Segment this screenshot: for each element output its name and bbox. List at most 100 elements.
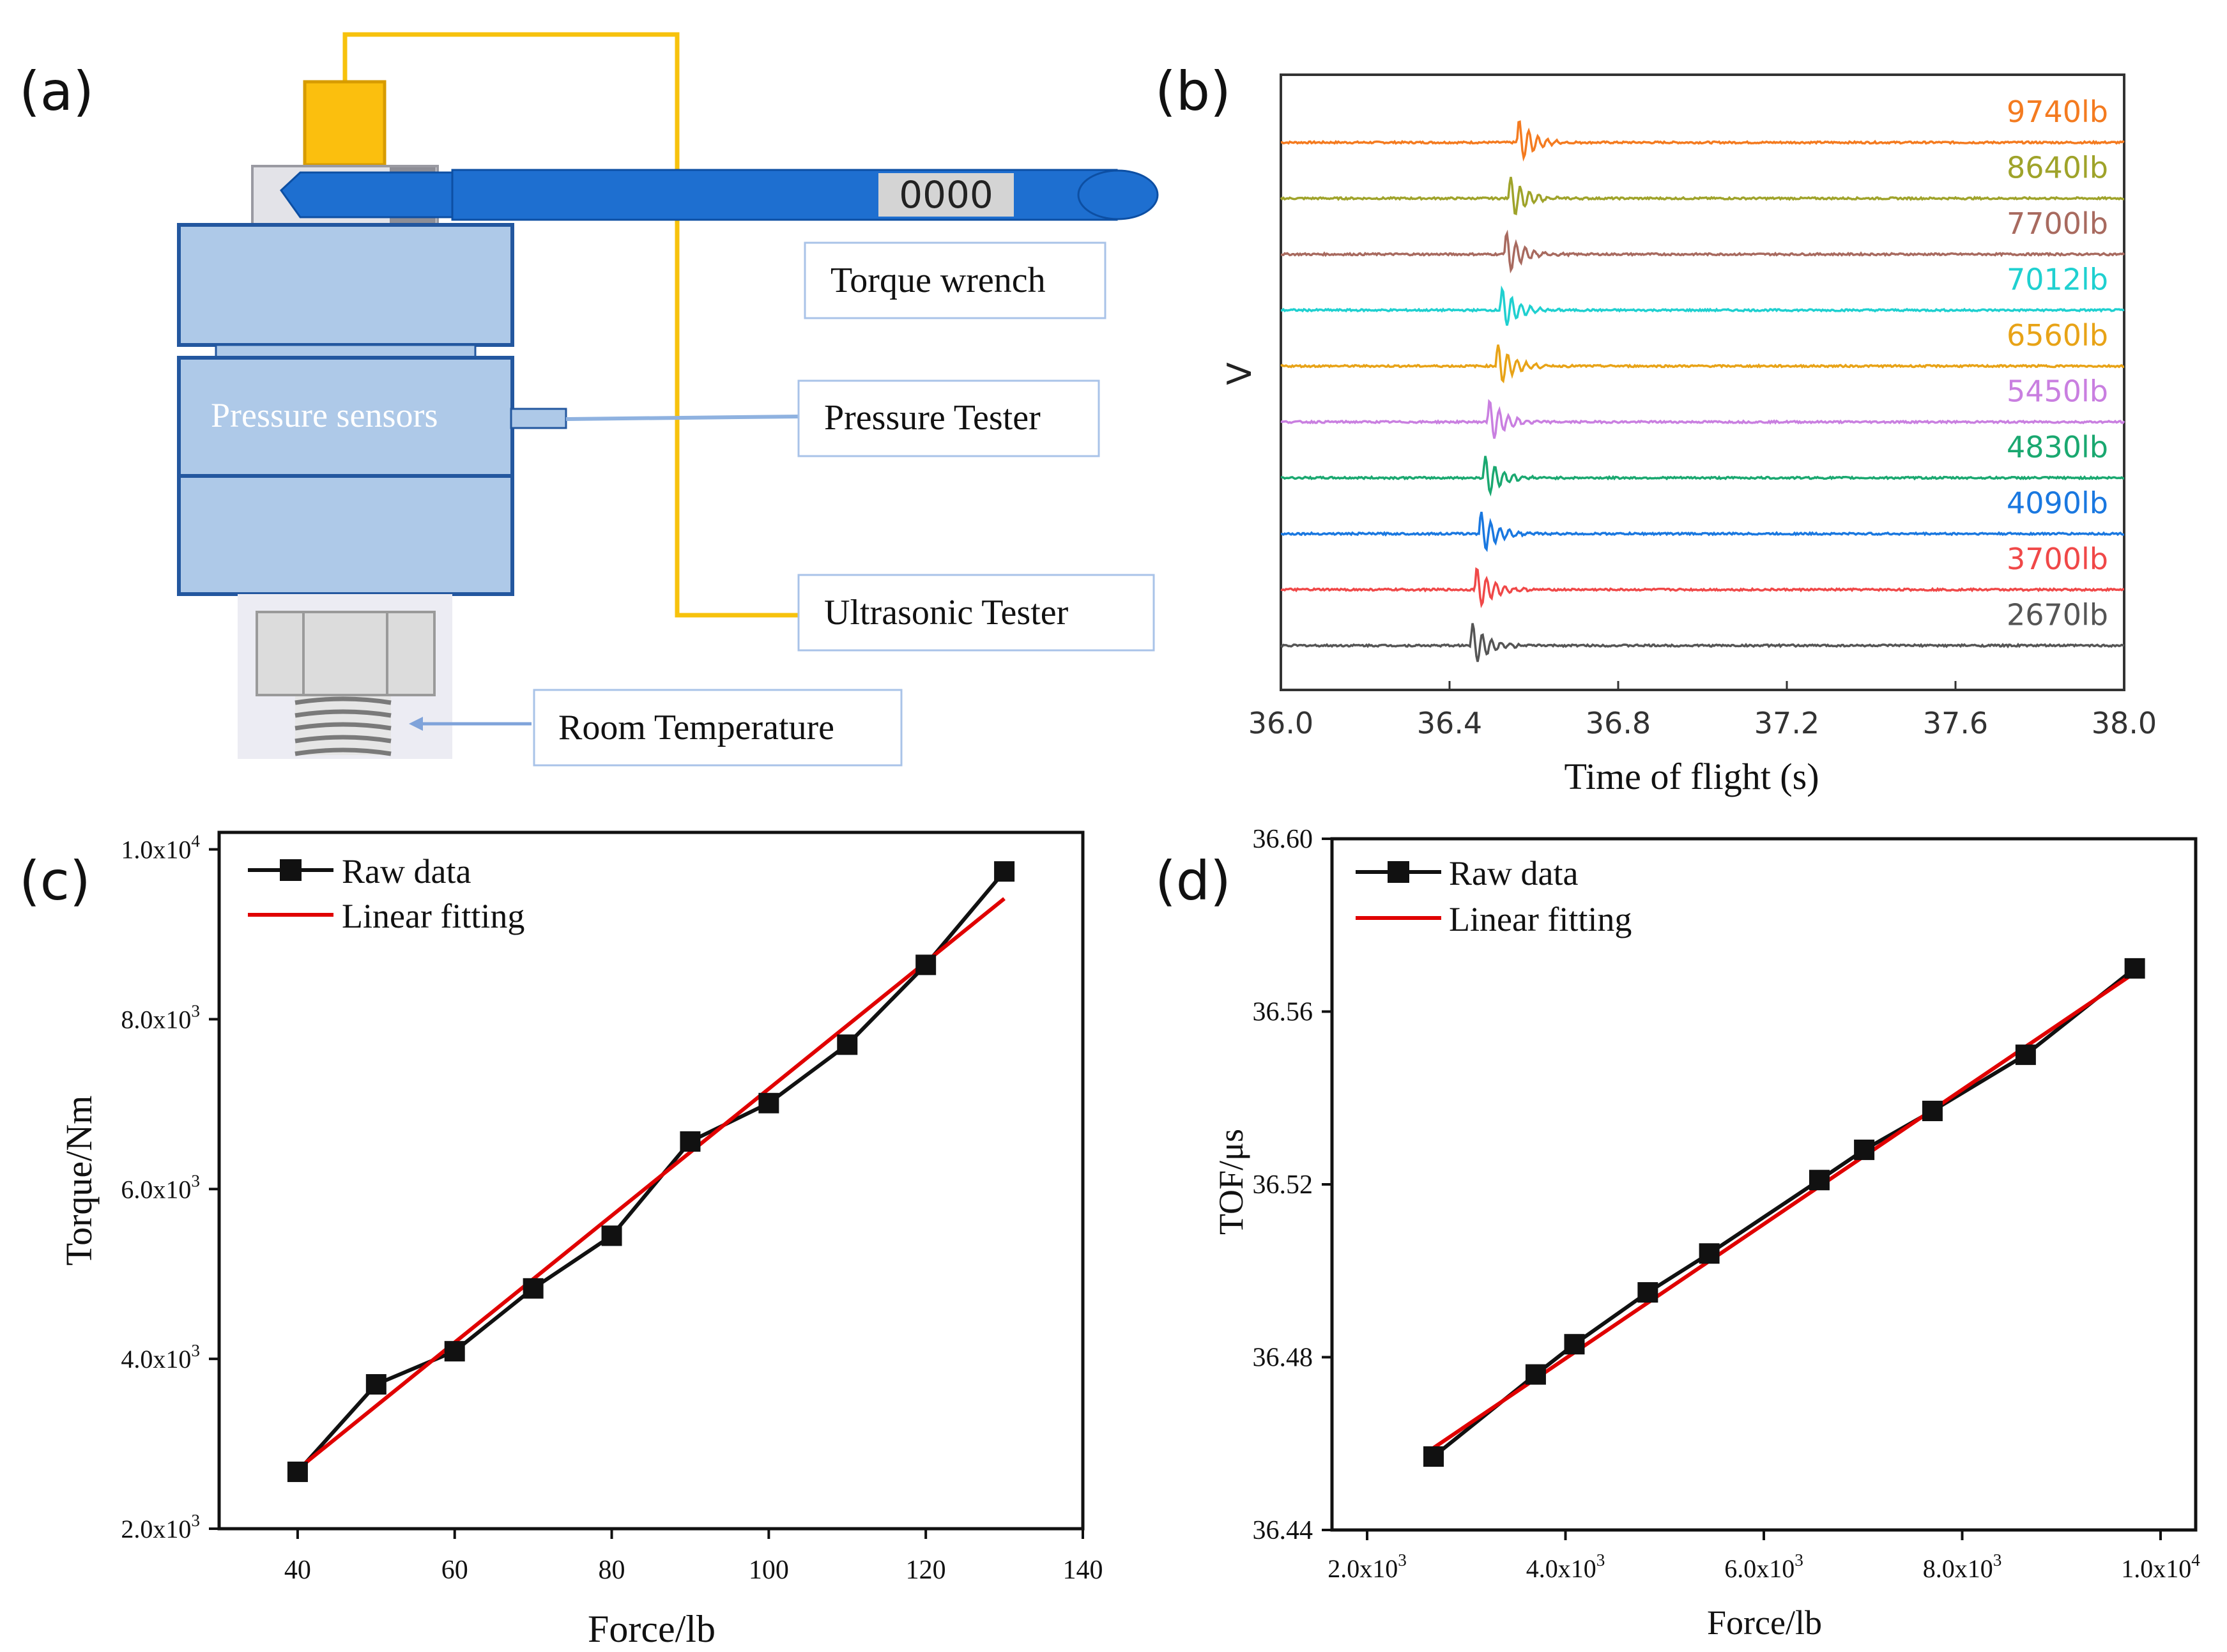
linear-fit-line xyxy=(296,897,1006,1471)
raw-data-point xyxy=(2124,958,2145,979)
raw-data-point xyxy=(1922,1101,1943,1122)
waveform-trace xyxy=(1280,623,2125,662)
x-tick-label: 120 xyxy=(906,1556,946,1585)
trace-label: 6560lb xyxy=(2007,318,2108,353)
trace-label: 7012lb xyxy=(2007,263,2108,297)
bottom-nut xyxy=(256,611,436,696)
y-tick-label: 36.44 xyxy=(1253,1516,1313,1545)
raw-data-point xyxy=(444,1341,465,1362)
chart-d-ylabel: TOF/μs xyxy=(1212,1129,1250,1235)
x-tick-label: 8.0x103 xyxy=(1923,1550,2002,1583)
y-tick-label: 36.48 xyxy=(1253,1343,1313,1373)
raw-data-point xyxy=(1423,1446,1444,1467)
callout-torque-wrench xyxy=(804,241,1106,319)
ultrasonic-cable xyxy=(342,32,799,618)
wrench-grip-end xyxy=(1077,169,1159,220)
callout-ultrasonic-tester-text: Ultrasonic Tester xyxy=(824,593,1069,632)
chart-b-frame xyxy=(1280,73,2125,691)
raw-data-point xyxy=(994,861,1015,882)
trace-label: 3700lb xyxy=(2007,542,2108,576)
y-tick-label: 36.56 xyxy=(1253,998,1313,1027)
waveform-trace xyxy=(1280,229,2125,274)
x-tick-label: 80 xyxy=(599,1556,625,1585)
x-tick-label: 140 xyxy=(1063,1556,1103,1585)
legend-raw-swatch-marker xyxy=(280,859,302,881)
lower-block xyxy=(177,474,514,596)
y-tick-label: 4.0x103 xyxy=(121,1341,200,1373)
callout-pressure-tester-text: Pressure Tester xyxy=(824,398,1041,438)
y-tick-label: 36.60 xyxy=(1253,825,1313,854)
y-tick-label: 6.0x103 xyxy=(121,1171,200,1204)
raw-data-line xyxy=(1432,967,2136,1458)
waveform-trace xyxy=(1280,176,2125,215)
callout-room-temperature-text: Room Temperature xyxy=(558,708,834,747)
chart-d-frame xyxy=(1330,837,2198,1532)
wrench-display-value: 0000 xyxy=(899,173,993,217)
setup-diagram: 0000 Pressure sensors Torque wrench Pres… xyxy=(177,32,1159,767)
chart-c-frame xyxy=(217,830,1085,1531)
waveform-trace xyxy=(1280,455,2125,497)
x-tick-label: 60 xyxy=(441,1556,468,1585)
trace-label: 2670lb xyxy=(2007,598,2108,632)
chart-d-xlabel: Force/lb xyxy=(1707,1603,1822,1642)
wrench-handle xyxy=(451,169,1118,221)
pressure-sensor-block xyxy=(177,356,514,478)
raw-data-point xyxy=(758,1092,779,1113)
raw-data-point xyxy=(680,1131,701,1152)
x-tick-label: 100 xyxy=(749,1556,789,1585)
wrench-neck xyxy=(409,174,454,216)
raw-data-point xyxy=(1854,1139,1875,1160)
x-tick-label: 1.0x104 xyxy=(2121,1550,2200,1583)
chart-c-xlabel: Force/lb xyxy=(588,1608,716,1650)
trace-label: 5450lb xyxy=(2007,374,2108,409)
sensor-connector xyxy=(510,408,567,429)
trace-label: 7700lb xyxy=(2007,206,2108,241)
trace-label: 8640lb xyxy=(2007,151,2108,185)
raw-data-point xyxy=(601,1225,622,1246)
callout-pressure-tester xyxy=(797,379,1100,457)
waveform-trace xyxy=(1280,285,2125,326)
x-tick-label: 2.0x103 xyxy=(1328,1550,1407,1583)
raw-data-point xyxy=(1525,1364,1546,1385)
panel-label-c: (c) xyxy=(19,850,91,912)
trace-label: 9740lb xyxy=(2007,95,2108,129)
legend-raw-label: Raw data xyxy=(342,852,471,891)
y-tick-label: 1.0x104 xyxy=(121,832,200,864)
raw-data-point xyxy=(523,1278,544,1299)
x-tick-label: 36.4 xyxy=(1417,706,1482,740)
legend-fit-label: Linear fitting xyxy=(1449,900,1632,938)
raw-data-point xyxy=(1637,1282,1658,1303)
raw-data-point xyxy=(915,954,937,975)
raw-data-point xyxy=(837,1034,858,1055)
chart-d-legend: Raw data Linear fitting xyxy=(1356,854,1632,938)
waveform-trace xyxy=(1280,567,2124,609)
x-tick-label: 36.0 xyxy=(1248,706,1313,740)
callout-ultrasonic-tester xyxy=(797,574,1155,652)
x-tick-label: 40 xyxy=(284,1556,311,1585)
callout-room-temperature xyxy=(533,689,903,767)
y-tick-label: 2.0x103 xyxy=(121,1511,200,1543)
waveform-trace xyxy=(1280,512,2125,553)
x-tick-label: 37.6 xyxy=(1923,706,1988,740)
panel-label-a: (a) xyxy=(19,60,94,123)
chart-c-legend: Raw data Linear fitting xyxy=(248,852,524,935)
pressure-sensors-label: Pressure sensors xyxy=(211,396,438,434)
panel-label-d: (d) xyxy=(1155,850,1231,912)
raw-data-point xyxy=(365,1374,386,1395)
y-tick-label: 8.0x103 xyxy=(121,1001,200,1034)
upper-block xyxy=(177,223,514,347)
raw-data-point xyxy=(2015,1044,2036,1066)
x-tick-label: 6.0x103 xyxy=(1724,1550,1803,1583)
legend-raw-swatch-marker xyxy=(1388,861,1409,883)
waveform-trace xyxy=(1280,344,2125,384)
chart-d: 2.0x103 4.0x103 6.0x103 8.0x103 1.0x104 36.44… xyxy=(1212,825,2200,1642)
chart-b-xlabel: Time of flight (s) xyxy=(1564,756,1819,797)
chart-b: 9740lb 8640lb 7700lb 7012lb 6560lb 5450lb 4830… xyxy=(1221,73,2157,797)
wrench-display xyxy=(878,173,1014,217)
pressure-lead xyxy=(565,415,799,421)
x-tick-label: 37.2 xyxy=(1754,706,1819,740)
x-tick-label: 36.8 xyxy=(1586,706,1651,740)
waveform-trace xyxy=(1280,399,2125,439)
raw-data-point xyxy=(1809,1170,1830,1191)
panel-label-b: (b) xyxy=(1155,60,1231,123)
